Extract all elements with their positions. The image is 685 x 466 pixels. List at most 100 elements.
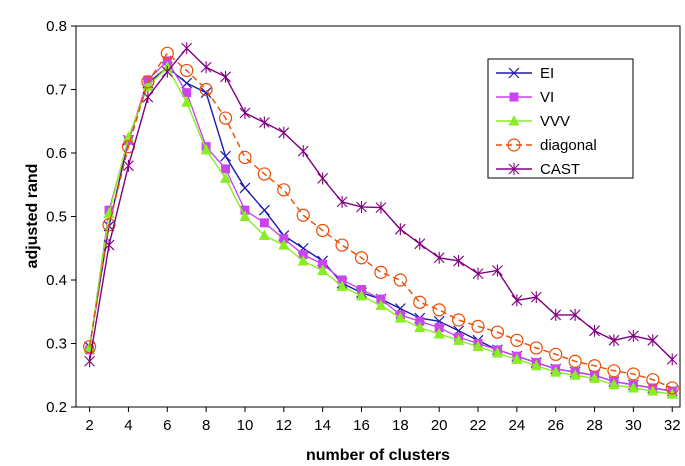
marker-stroke	[220, 150, 231, 162]
data-point-diagonal	[316, 223, 330, 238]
data-point-vvv	[414, 321, 426, 333]
data-point-cast	[569, 308, 581, 321]
data-point-cast	[375, 201, 387, 214]
marker-stroke	[508, 67, 520, 79]
data-point-cast	[550, 308, 562, 321]
marker-stroke	[239, 182, 251, 194]
legend-item-diagonal: diagonal	[496, 137, 597, 154]
data-point-ei	[239, 182, 251, 194]
x-tick-label: 24	[509, 417, 526, 434]
x-tick-label: 16	[353, 417, 370, 434]
legend-marker-ei	[508, 67, 520, 79]
legend-label-vvv: VVV	[540, 113, 570, 130]
data-point-cast	[142, 91, 154, 104]
data-point-vi	[318, 259, 328, 269]
x-tick-label: 14	[314, 417, 331, 434]
data-point-vvv	[375, 299, 387, 310]
data-point-diagonal	[451, 313, 466, 327]
data-point-cast	[258, 116, 270, 129]
data-point-vvv	[297, 254, 309, 266]
data-point-diagonal	[238, 150, 252, 165]
data-point-diagonal	[587, 359, 602, 373]
data-point-vvv	[647, 385, 659, 396]
legend-marker-diagonal	[507, 138, 521, 152]
x-axis-title: number of clusters	[306, 447, 450, 464]
data-point-vvv	[220, 172, 232, 183]
x-tick-label: 20	[431, 417, 448, 434]
data-point-diagonal	[432, 303, 446, 317]
data-point-cast	[239, 106, 251, 119]
legend-item-vi: VI	[496, 89, 554, 106]
data-point-vvv	[278, 239, 290, 250]
data-point-cast	[414, 237, 426, 250]
data-point-diagonal	[413, 295, 427, 309]
data-point-diagonal	[510, 333, 524, 347]
data-point-vi	[279, 234, 289, 244]
data-point-vi	[162, 56, 172, 66]
data-point-ei	[258, 204, 270, 216]
data-point-cast	[356, 200, 367, 213]
legend-marker-vi	[509, 92, 519, 102]
data-point-vvv	[200, 143, 212, 155]
data-point-diagonal	[141, 75, 155, 89]
data-point-cast	[161, 65, 173, 78]
data-point-cast	[336, 195, 348, 208]
data-point-cast	[433, 251, 445, 264]
data-point-cast	[492, 264, 503, 277]
data-point-cast	[317, 172, 329, 185]
data-point-vvv	[394, 312, 406, 323]
data-point-cast	[608, 334, 620, 347]
legend: EI VI VVV diagonal CAST	[487, 58, 634, 179]
data-point-vvv	[589, 372, 601, 383]
data-point-cast	[181, 42, 193, 55]
data-point-vvv	[627, 381, 639, 393]
data-point-vvv	[569, 369, 581, 380]
data-point-diagonal	[646, 373, 660, 387]
data-point-diagonal	[218, 111, 233, 125]
data-point-diagonal	[199, 82, 213, 97]
y-axis-title: adjusted rand	[24, 164, 41, 269]
data-point-diagonal	[296, 208, 310, 222]
legend-label-vi: VI	[540, 89, 554, 106]
series-layer	[82, 42, 679, 399]
data-point-cast	[220, 70, 231, 83]
data-point-vvv	[453, 334, 465, 345]
x-tick-label: 2	[85, 417, 93, 434]
data-point-vvv	[608, 378, 620, 390]
data-point-ei	[220, 150, 231, 162]
data-point-vvv	[317, 264, 329, 275]
data-point-cast	[84, 355, 95, 368]
data-point-vvv	[355, 289, 367, 301]
data-point-diagonal	[393, 273, 407, 287]
data-point-vvv	[84, 341, 96, 353]
data-point-vvv	[550, 366, 562, 377]
data-point-diagonal	[354, 251, 369, 265]
data-point-vi	[221, 164, 231, 174]
x-tick-label: 12	[275, 417, 292, 434]
data-point-diagonal	[257, 167, 271, 181]
data-point-cast	[278, 126, 290, 139]
data-point-vi	[143, 75, 153, 85]
legend-item-ei: EI	[496, 65, 554, 82]
series-cast	[84, 42, 678, 368]
data-point-diagonal	[626, 367, 640, 381]
data-point-diagonal	[82, 340, 97, 354]
marker-stroke	[258, 204, 270, 216]
legend-item-vvv: VVV	[496, 113, 570, 130]
data-point-diagonal	[102, 218, 116, 232]
x-tick-label: 26	[547, 417, 564, 434]
y-tick-label: 0.6	[46, 145, 67, 162]
y-tick-label: 0.7	[46, 82, 67, 99]
data-point-cast	[511, 294, 523, 307]
x-tick-label: 30	[625, 417, 642, 434]
x-tick-label: 10	[237, 417, 254, 434]
data-point-vvv	[433, 327, 445, 339]
data-point-cast	[666, 353, 678, 366]
legend-item-cast: CAST	[496, 161, 580, 178]
data-point-diagonal	[471, 319, 485, 333]
data-point-vvv	[491, 347, 503, 358]
data-point-diagonal	[568, 354, 582, 368]
data-point-diagonal	[160, 46, 174, 60]
data-point-diagonal	[665, 381, 679, 395]
